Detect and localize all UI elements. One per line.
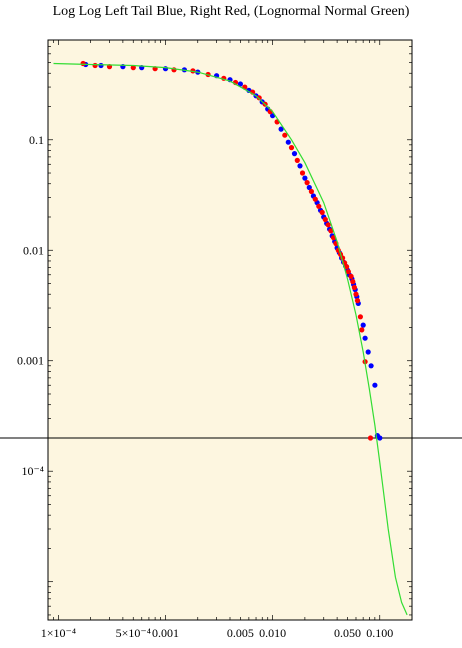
data-point-series-0 [237,81,243,87]
x-tick-label: 0.100 [366,626,393,640]
data-point-series-0 [360,322,366,328]
data-point-series-1 [353,291,359,297]
y-tick-label: 0.001 [17,354,44,368]
plot-area [47,39,413,621]
data-point-series-1 [348,273,354,279]
data-point-series-1 [294,157,300,163]
data-point-series-0 [368,363,374,369]
data-point-series-1 [328,228,334,234]
data-point-series-1 [322,216,328,223]
data-point-series-1 [299,170,306,176]
data-point-series-1 [325,222,331,228]
x-tick-label: 0.050 [334,626,361,640]
data-point-series-1 [367,435,374,441]
data-point-series-1 [344,264,350,270]
data-point-series-0 [278,126,284,132]
data-point-series-0 [377,435,383,441]
data-point-series-1 [319,209,325,215]
data-point-series-1 [351,284,357,291]
data-point-series-1 [359,327,365,333]
data-point-series-1 [350,279,356,285]
data-point-series-0 [162,66,169,72]
data-point-series-0 [297,163,303,169]
data-point-series-1 [80,60,86,67]
data-point-series-1 [256,95,262,101]
data-point-series-1 [354,298,361,304]
data-point-series-0 [302,175,308,181]
data-point-series-1 [312,196,318,202]
y-tick-label: 0.1 [29,133,44,147]
chart-title: Log Log Left Tail Blue, Right Red, (Logn… [52,4,410,19]
data-point-series-1 [304,180,310,186]
data-point-series-0 [362,335,368,341]
x-tick-label: 1×10⁻⁴ [41,626,76,640]
data-point-series-1 [282,132,288,138]
data-point-series-1 [288,145,295,151]
x-tick-label: 0.001 [152,626,179,640]
data-point-series-1 [92,62,98,69]
y-tick-label: 10⁻⁴ [21,464,44,478]
data-point-series-1 [357,314,363,320]
data-point-series-0 [291,151,298,157]
data-point-series-1 [345,269,351,275]
y-tick-label: 0.01 [23,243,44,257]
data-point-series-1 [308,188,314,195]
series-line-2 [53,62,408,616]
data-point-series-0 [306,184,312,191]
data-point-series-1 [130,65,136,71]
data-point-series-1 [316,203,322,209]
data-point-series-0 [98,62,104,69]
data-point-series-0 [285,139,291,145]
data-point-series-0 [372,382,378,388]
data-point-series-0 [365,349,371,355]
x-tick-label: 5×10⁻⁴ [116,626,151,640]
x-tick-label: 0.005 [227,626,254,640]
x-tick-label: 0.010 [259,626,286,640]
